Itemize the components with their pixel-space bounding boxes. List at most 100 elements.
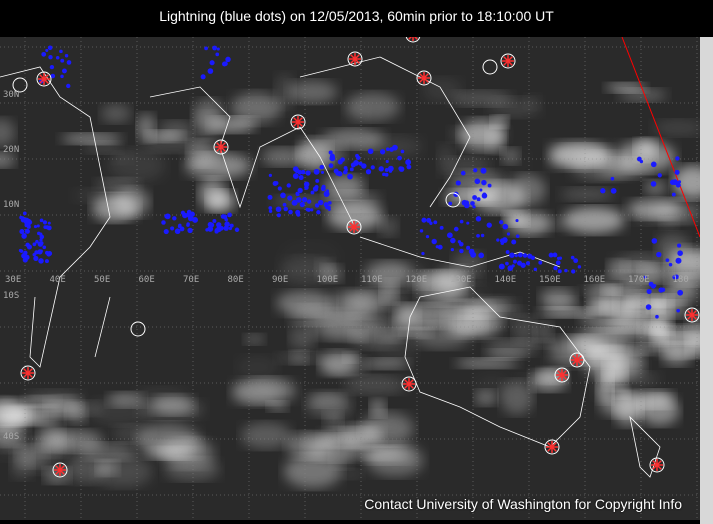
lightning-dot [282,202,287,207]
lightning-dot [520,262,526,268]
station-circle [445,192,461,208]
cloud [321,297,365,318]
lightning-dot [474,178,481,185]
lightning-dot [36,224,40,228]
lightning-dot [501,237,508,243]
lightning-dot [400,149,405,154]
lightning-dot [384,168,389,172]
lightning-marker [405,37,421,43]
lightning-dot [292,173,299,179]
lightning-dot [486,222,492,228]
lightning-dot [481,179,487,186]
cloud [241,422,292,449]
lightning-dot [506,232,511,236]
lightning-dot [514,254,518,258]
lightning-dot [34,250,39,255]
cloud [452,251,484,277]
lightning-dot [496,238,500,242]
lightning-dot [276,213,281,218]
lightning-dot [313,168,320,175]
lightning-dot [23,217,30,224]
lightning-dot [22,257,28,263]
lightning-dot [498,263,505,270]
lightning-dot [268,173,272,177]
lightning-dot [49,64,55,70]
lightning-dot [306,207,311,212]
cloud [187,140,218,167]
lightning-dot [355,153,359,158]
lightning-dot [505,250,510,254]
longitude-label: 40E [49,275,66,285]
lightning-dot [314,184,319,190]
lightning-dot [18,248,23,253]
lightning-dot [32,242,37,247]
lightning-dot [179,226,185,232]
lightning-dot [672,179,679,186]
lightning-dot [459,242,464,247]
cloud [293,430,341,446]
lightning-dot [329,155,336,162]
lightning-dot [209,60,215,66]
lightning-dot [310,208,314,212]
cloud [344,375,406,395]
lightning-dot [44,259,49,264]
lightning-dot [164,214,169,219]
cloud [348,317,407,348]
lightning-dot [22,211,27,216]
lightning-dot [33,224,38,229]
lightning-dot [646,288,652,295]
lightning-dot [557,269,562,274]
lightning-dot [384,172,389,177]
lightning-dot [275,206,282,213]
cloud [665,274,699,304]
lightning-dot [192,217,199,223]
lightning-dot [306,199,312,204]
latitude-label: 40S [3,432,20,442]
longitude-label: 140E [494,275,517,285]
lightning-marker [569,352,585,368]
cloud [572,330,629,358]
lightning-dot [349,167,354,172]
lightning-dot [448,201,453,206]
cloud [613,392,642,426]
lightning-dot [558,256,563,260]
cloud [231,91,281,125]
cloud [198,178,227,210]
lightning-dot [511,264,515,268]
lightning-dot [222,61,227,67]
longitude-label: 70E [183,275,200,285]
cloud [528,338,555,349]
lightning-dot [295,191,300,196]
map-title: Lightning (blue dots) on 12/05/2013, 60m… [159,8,554,24]
lightning-dot [299,201,305,208]
cloud [618,88,667,102]
cloud [507,174,546,206]
lightning-dot [215,52,220,57]
cloud [84,141,121,154]
lightning-dot [385,147,390,152]
lightning-dot [207,68,214,74]
lightning-dot [24,228,30,234]
cloud [445,156,491,174]
longitude-label: 80E [227,275,244,285]
cloud [274,73,295,108]
lightning-dot [665,258,670,263]
lightning-dot [466,221,470,225]
lightning-dot [610,187,617,194]
lightning-dot [268,206,273,210]
lightning-dot [66,83,71,89]
longitude-label: 130E [450,275,472,285]
lightning-dot [292,166,299,172]
lightning-marker [346,219,362,235]
lightning-dot [212,218,217,223]
satellite-lightning-map: 30E 40E 50E 60E 70E 80E 90E 100E 110E 120E 130E 140… [0,37,700,520]
cloud [267,401,289,412]
lightning-dot [675,257,682,264]
lightning-marker [554,367,570,383]
lightning-dot [517,252,523,258]
lightning-dot [47,221,51,225]
cloud [145,441,192,459]
latitude-label: 10N [3,200,20,210]
cloud [595,320,660,333]
cloud [138,399,204,420]
